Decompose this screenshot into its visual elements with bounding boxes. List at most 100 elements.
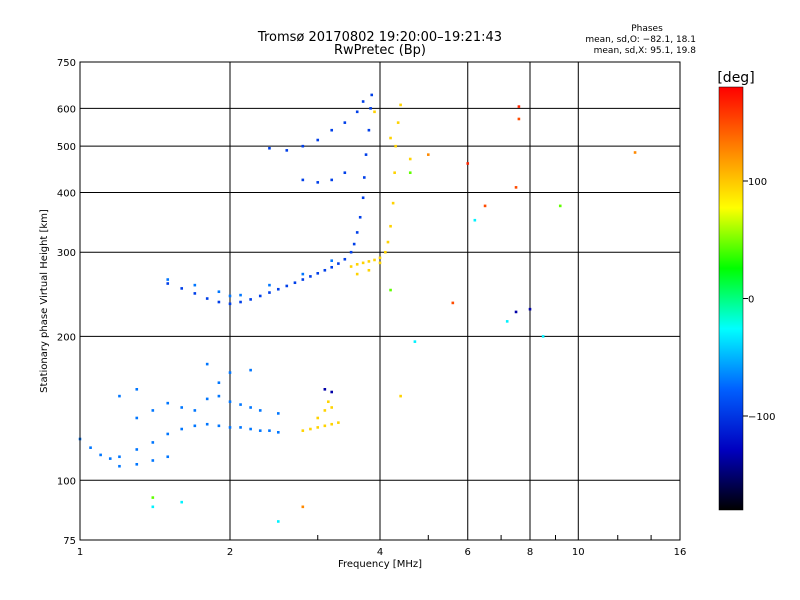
data-point xyxy=(268,283,271,287)
data-point xyxy=(394,144,397,148)
data-point xyxy=(166,282,170,285)
colorbar-label: [deg] xyxy=(717,70,754,86)
data-point xyxy=(386,240,390,244)
data-point xyxy=(228,302,232,306)
y-tick-label: 750 xyxy=(57,58,76,69)
data-point xyxy=(217,300,221,304)
data-point xyxy=(180,406,184,409)
data-point xyxy=(330,128,334,132)
data-point xyxy=(316,138,320,142)
data-point xyxy=(330,390,334,394)
data-point xyxy=(249,298,252,301)
data-point xyxy=(217,424,221,428)
data-point xyxy=(330,406,334,409)
data-point xyxy=(205,422,209,426)
data-point xyxy=(276,412,280,415)
data-point xyxy=(205,362,209,366)
data-point xyxy=(389,288,392,292)
data-point xyxy=(361,196,365,200)
y-tick-label: 100 xyxy=(57,476,76,487)
data-point xyxy=(408,171,412,175)
data-point xyxy=(193,292,197,295)
data-point xyxy=(217,381,221,385)
data-point xyxy=(205,297,209,300)
data-point xyxy=(330,178,334,182)
data-point xyxy=(99,453,102,457)
data-point xyxy=(364,153,368,156)
data-point xyxy=(118,394,121,398)
data-point xyxy=(193,283,197,287)
data-point xyxy=(285,149,289,152)
data-point xyxy=(166,455,170,459)
data-point xyxy=(373,258,376,262)
data-point xyxy=(393,171,396,175)
data-point xyxy=(118,455,121,459)
data-point xyxy=(337,262,340,265)
data-point xyxy=(217,290,221,294)
data-point xyxy=(349,265,353,268)
data-point xyxy=(330,259,334,262)
y-tick-label: 500 xyxy=(57,142,76,153)
data-point xyxy=(316,181,320,184)
data-point xyxy=(426,153,430,156)
y-tick-label: 400 xyxy=(57,188,76,199)
data-point xyxy=(193,409,197,412)
data-point xyxy=(151,505,155,509)
data-points xyxy=(78,93,637,523)
data-point xyxy=(451,301,455,305)
data-point xyxy=(239,426,242,429)
data-point xyxy=(228,400,232,404)
data-point xyxy=(239,293,242,297)
x-tick-label: 16 xyxy=(674,547,687,558)
data-point xyxy=(309,427,312,431)
data-point xyxy=(258,429,262,432)
data-point xyxy=(367,260,371,263)
colorbar-tick-label: 100 xyxy=(748,177,767,188)
data-point xyxy=(541,335,545,338)
data-point xyxy=(361,100,365,103)
data-point xyxy=(316,272,320,275)
data-point xyxy=(180,500,184,504)
data-point xyxy=(343,257,347,261)
data-point xyxy=(316,416,320,420)
data-point xyxy=(151,409,155,412)
data-point xyxy=(180,287,184,290)
data-point xyxy=(301,278,305,281)
data-point xyxy=(466,162,470,165)
phase-stat-x: mean, sd,X: 95.1, 19.8 xyxy=(594,46,697,56)
data-point xyxy=(514,310,518,314)
grid-lines xyxy=(79,61,681,541)
data-point xyxy=(396,121,400,124)
data-point xyxy=(362,176,366,179)
y-tick-label: 200 xyxy=(57,332,76,343)
data-point xyxy=(391,201,395,205)
data-point xyxy=(135,448,139,451)
data-point xyxy=(323,424,327,428)
colorbar xyxy=(718,86,744,511)
data-point xyxy=(193,424,197,428)
data-point xyxy=(166,401,170,405)
data-point xyxy=(361,261,365,265)
data-point xyxy=(239,300,242,304)
data-point xyxy=(355,263,359,266)
data-point xyxy=(517,105,521,108)
x-tick-label: 10 xyxy=(572,547,585,558)
plot-frame xyxy=(79,61,681,541)
data-point xyxy=(413,340,417,343)
data-point xyxy=(343,171,347,175)
data-point xyxy=(301,272,305,276)
chart-subtitle: RwPretec (Bp) xyxy=(334,43,426,58)
data-point xyxy=(166,432,170,436)
y-axis-label: Stationary phase Virtual Height [km] xyxy=(39,209,50,393)
x-tick-label: 8 xyxy=(527,547,533,558)
data-point xyxy=(249,368,252,372)
data-point xyxy=(285,284,289,288)
data-point xyxy=(370,93,374,97)
data-point xyxy=(373,110,376,114)
data-point xyxy=(293,281,297,285)
data-point xyxy=(301,178,305,182)
data-point xyxy=(276,431,280,434)
data-point xyxy=(528,307,532,311)
data-point xyxy=(258,294,262,298)
